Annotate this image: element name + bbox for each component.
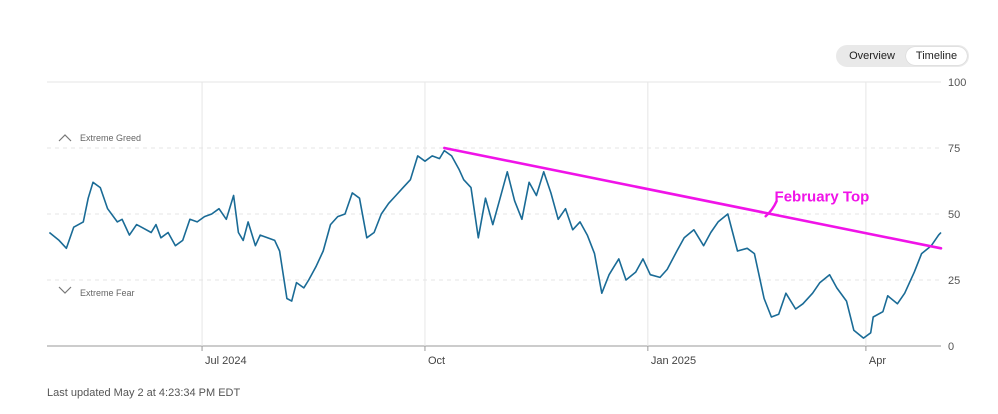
x-tick-label: Apr [869, 355, 886, 367]
view-toggle: Overview Timeline [836, 45, 969, 67]
y-tick-label: 0 [948, 341, 954, 353]
annotation-label: February Top [775, 188, 870, 205]
y-tick-label: 75 [948, 143, 960, 155]
x-tick-label: Jul 2024 [205, 355, 247, 367]
chevron-up-icon [58, 134, 72, 142]
last-updated-text: Last updated May 2 at 4:23:34 PM EDT [47, 387, 241, 399]
zone-label: Extreme Greed [80, 133, 141, 143]
x-tick-label: Oct [428, 355, 445, 367]
y-tick-label: 25 [948, 275, 960, 287]
annotation-pointer [764, 200, 778, 218]
x-tick-label: Jan 2025 [651, 355, 696, 367]
tab-overview[interactable]: Overview [849, 50, 895, 62]
chevron-down-icon [58, 286, 72, 294]
zone-label: Extreme Fear [80, 288, 135, 298]
y-tick-label: 50 [948, 209, 960, 221]
fear-greed-line [48, 149, 942, 339]
y-tick-label: 100 [948, 77, 966, 89]
trendline [443, 146, 943, 250]
tab-timeline[interactable]: Timeline [906, 47, 967, 65]
